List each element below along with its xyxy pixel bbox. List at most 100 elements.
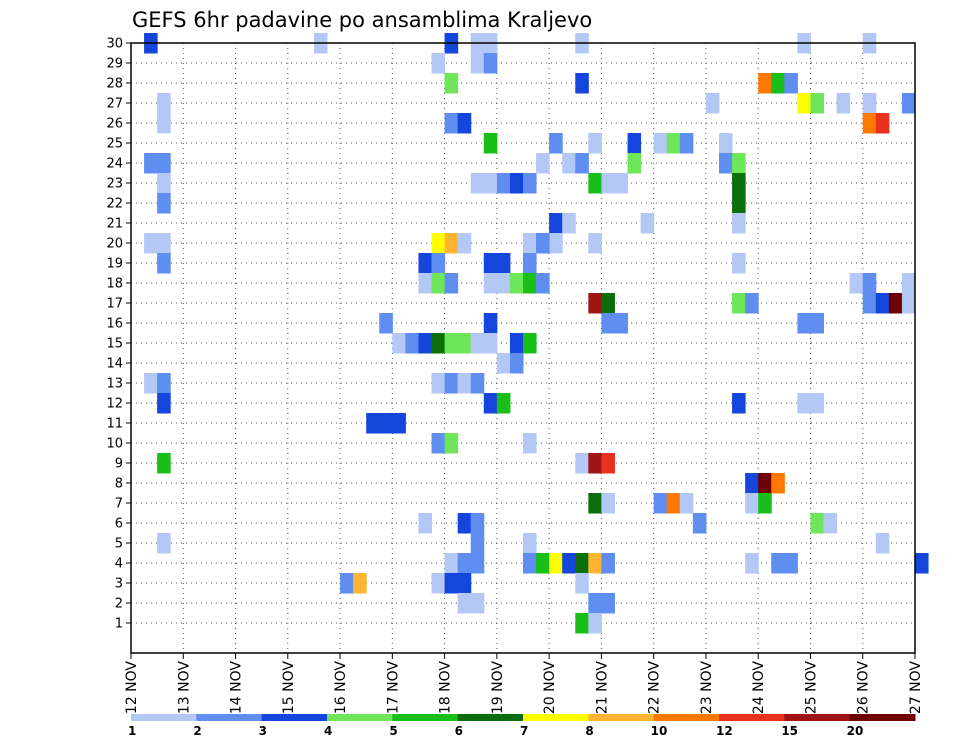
legend-label: 6 bbox=[455, 724, 463, 738]
ensemble-cell bbox=[144, 233, 158, 254]
ensemble-cell bbox=[470, 533, 485, 554]
ensemble-cell bbox=[601, 553, 615, 574]
ensemble-cell bbox=[157, 373, 171, 394]
y-tick-label: 23 bbox=[106, 177, 123, 192]
ensemble-cell bbox=[379, 413, 393, 434]
y-axis: 1234567891011121314151617181920212223242… bbox=[106, 37, 131, 632]
ensemble-cell bbox=[653, 133, 668, 154]
ensemble-cell bbox=[862, 93, 877, 114]
y-tick-label: 29 bbox=[106, 57, 123, 72]
ensemble-cell bbox=[418, 513, 433, 534]
ensemble-cell bbox=[418, 253, 433, 274]
ensemble-cell bbox=[745, 553, 759, 574]
ensemble-cell bbox=[523, 233, 537, 254]
ensemble-cell bbox=[823, 513, 838, 534]
ensemble-cell bbox=[719, 153, 733, 174]
y-tick-label: 13 bbox=[106, 377, 123, 392]
ensemble-cell bbox=[157, 113, 171, 134]
ensemble-cell bbox=[157, 253, 171, 274]
ensemble-cell bbox=[849, 273, 864, 294]
ensemble-cell bbox=[745, 493, 759, 514]
ensemble-cell bbox=[771, 473, 785, 494]
x-tick-label: 18 NOV bbox=[438, 661, 454, 715]
ensemble-cell bbox=[692, 513, 707, 534]
ensemble-cell bbox=[431, 233, 446, 254]
x-tick-label: 22 NOV bbox=[647, 661, 663, 715]
ensemble-cell bbox=[732, 153, 746, 174]
ensemble-cell bbox=[496, 253, 511, 274]
ensemble-cell bbox=[810, 313, 825, 334]
ensemble-cell bbox=[340, 573, 354, 594]
y-tick-label: 24 bbox=[106, 157, 123, 172]
y-tick-label: 16 bbox=[106, 317, 123, 332]
legend-swatch bbox=[849, 714, 916, 721]
y-tick-label: 21 bbox=[106, 217, 123, 232]
ensemble-cell bbox=[431, 573, 446, 594]
ensemble-cell bbox=[509, 173, 524, 194]
x-tick-label: 20 NOV bbox=[542, 661, 558, 715]
ensemble-cell bbox=[157, 393, 171, 414]
ensemble-cell bbox=[431, 253, 446, 274]
ensemble-cell bbox=[470, 333, 485, 354]
ensemble-cell bbox=[601, 493, 615, 514]
ensemble-cell bbox=[444, 573, 459, 594]
legend-swatch bbox=[784, 714, 851, 721]
x-tick-label: 21 NOV bbox=[594, 661, 610, 715]
ensemble-cell bbox=[157, 173, 171, 194]
ensemble-cell bbox=[444, 553, 459, 574]
ensemble-cells bbox=[144, 33, 929, 634]
ensemble-cell bbox=[732, 393, 746, 414]
ensemble-cell bbox=[862, 293, 877, 314]
ensemble-cell bbox=[575, 613, 589, 634]
y-tick-label: 7 bbox=[115, 497, 123, 512]
ensemble-cell bbox=[575, 453, 589, 474]
ensemble-cell bbox=[745, 473, 759, 494]
ensemble-cell bbox=[549, 213, 563, 234]
ensemble-cell bbox=[588, 173, 602, 194]
ensemble-cell bbox=[431, 373, 446, 394]
ensemble-cell bbox=[588, 293, 602, 314]
y-tick-label: 15 bbox=[106, 337, 123, 352]
legend-swatch bbox=[327, 714, 393, 721]
ensemble-cell bbox=[588, 133, 602, 154]
ensemble-cell bbox=[444, 273, 459, 294]
ensemble-cell bbox=[444, 73, 459, 94]
ensemble-cell bbox=[483, 393, 498, 414]
ensemble-cell bbox=[575, 573, 589, 594]
x-tick-label: 26 NOV bbox=[856, 661, 872, 715]
x-tick-label: 25 NOV bbox=[803, 661, 819, 715]
ensemble-cell bbox=[353, 573, 367, 594]
legend-swatch bbox=[196, 714, 263, 721]
ensemble-cell bbox=[588, 233, 602, 254]
legend-swatch bbox=[653, 714, 720, 721]
ensemble-cell bbox=[405, 333, 419, 354]
x-tick-label: 23 NOV bbox=[699, 661, 715, 715]
ensemble-cell bbox=[483, 273, 498, 294]
ensemble-cell bbox=[797, 313, 811, 334]
ensemble-cell bbox=[444, 373, 459, 394]
ensemble-cell bbox=[771, 73, 785, 94]
chart-title: GEFS 6hr padavine po ansamblima Kraljevo bbox=[132, 8, 592, 32]
legend-label: 15 bbox=[781, 724, 798, 738]
legend-label: 20 bbox=[847, 724, 864, 738]
ensemble-cell bbox=[536, 273, 550, 294]
ensemble-cell bbox=[470, 513, 485, 534]
ensemble-cell bbox=[523, 553, 537, 574]
legend-label: 5 bbox=[389, 724, 397, 738]
legend-label: 3 bbox=[259, 724, 267, 738]
y-tick-label: 3 bbox=[115, 577, 123, 592]
ensemble-cell bbox=[444, 113, 459, 134]
ensemble-cell bbox=[784, 553, 798, 574]
legend-swatch bbox=[261, 714, 328, 721]
ensemble-cell bbox=[575, 73, 589, 94]
x-tick-label: 14 NOV bbox=[229, 661, 245, 715]
ensemble-cell bbox=[457, 113, 472, 134]
y-tick-label: 28 bbox=[106, 77, 123, 92]
legend-swatch bbox=[457, 714, 524, 721]
ensemble-cell bbox=[483, 53, 498, 74]
ensemble-cell bbox=[509, 353, 524, 374]
ensemble-cell bbox=[536, 233, 550, 254]
ensemble-cell bbox=[601, 313, 615, 334]
ensemble-cell bbox=[431, 53, 446, 74]
